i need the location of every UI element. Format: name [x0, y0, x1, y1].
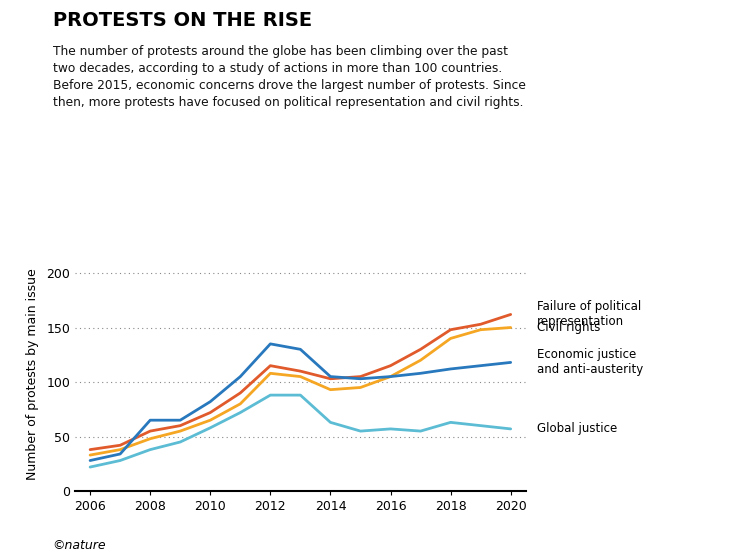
Text: ©nature: ©nature: [53, 540, 106, 552]
Text: PROTESTS ON THE RISE: PROTESTS ON THE RISE: [53, 11, 312, 30]
Text: The number of protests around the globe has been climbing over the past
two deca: The number of protests around the globe …: [53, 45, 526, 109]
Y-axis label: Number of protests by main issue: Number of protests by main issue: [26, 268, 39, 480]
Text: Economic justice
and anti-austerity: Economic justice and anti-austerity: [537, 348, 643, 377]
Text: Civil rights: Civil rights: [537, 321, 600, 334]
Text: Global justice: Global justice: [537, 422, 617, 435]
Text: Failure of political
representation: Failure of political representation: [537, 300, 641, 329]
